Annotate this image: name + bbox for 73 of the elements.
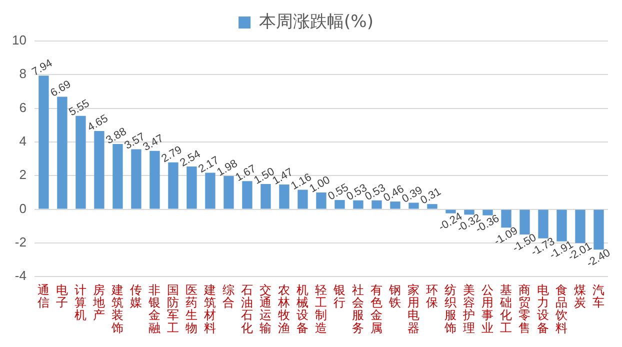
bar: [260, 184, 271, 209]
bar: [168, 162, 178, 209]
bar: [224, 176, 234, 209]
x-tick-label: 综合: [222, 283, 235, 310]
bar: [150, 150, 160, 209]
bar: [334, 200, 345, 209]
bar: [38, 76, 49, 209]
x-tick-label: 商贸零售: [518, 283, 531, 335]
x-tick-label: 钢铁: [388, 283, 402, 310]
bar: [482, 210, 493, 216]
x-tick-label: 建筑材料: [203, 283, 216, 335]
y-tick-label: -2: [14, 234, 26, 250]
bar: [279, 184, 290, 209]
y-tick-label: 8: [19, 66, 26, 82]
x-tick-label: 建筑装饰: [110, 283, 124, 335]
bar: [131, 149, 142, 209]
y-tick-label: 10: [12, 32, 26, 48]
bar: [94, 131, 104, 209]
bar: [446, 210, 456, 214]
x-tick-label: 医药生物: [186, 283, 198, 335]
bar: [57, 96, 68, 209]
x-tick-label: 银行: [332, 283, 346, 310]
x-tick-label: 美容护理: [462, 283, 476, 335]
y-tick-label: 0: [19, 200, 26, 216]
x-tick-label: 基础化工: [499, 283, 512, 335]
bar: [316, 192, 326, 209]
y-tick-label: -4: [14, 268, 26, 284]
x-tick-label: 公用事业: [482, 283, 494, 335]
y-tick-label: 6: [19, 100, 26, 115]
x-tick-label: 食品饮料: [554, 283, 568, 335]
x-tick-label: 电子: [56, 283, 68, 310]
bar: [298, 190, 308, 209]
x-tick-label: 有色金属: [370, 283, 383, 335]
x-tick-label: 传媒: [130, 283, 142, 310]
x-tick-label: 家用电器: [408, 283, 420, 335]
x-tick-label: 通信: [38, 283, 50, 310]
bar: [353, 200, 364, 209]
x-tick-label: 汽车: [592, 283, 605, 310]
bar: [501, 210, 512, 228]
x-tick-label: 国防军工: [167, 283, 180, 335]
bar: [575, 210, 586, 244]
bar: [242, 181, 252, 209]
y-tick-label: 4: [19, 134, 26, 149]
bar: [594, 210, 604, 250]
legend-label: 本周涨跌幅(%): [259, 12, 374, 32]
x-tick-label: 农林牧渔: [277, 283, 290, 335]
bar: [76, 116, 86, 209]
x-tick-label: 环保: [426, 283, 438, 310]
data-label: 7.94: [30, 57, 55, 78]
bar: [464, 210, 474, 215]
y-tick-label: 2: [19, 167, 26, 182]
x-tick-label: 石油石化: [241, 283, 254, 335]
x-tick-label: 社会服务: [352, 283, 364, 335]
x-tick-label: 机械设备: [296, 283, 309, 335]
x-tick-label: 电力设备: [537, 283, 550, 335]
x-tick-label: 煤炭: [574, 283, 586, 310]
bar: [186, 166, 197, 209]
x-tick-label: 计算机: [74, 283, 87, 322]
bar: [390, 202, 400, 209]
bar: [556, 210, 567, 242]
x-tick-label: 非银金融: [148, 283, 161, 335]
bar: [427, 204, 438, 209]
bar: [112, 144, 123, 209]
bar: [408, 202, 419, 209]
bar: [205, 172, 216, 209]
x-tick-label: 纺织服饰: [444, 283, 457, 335]
x-tick-label: 轻工制造: [315, 283, 328, 335]
bar: [520, 210, 530, 235]
data-label: 6.69: [48, 78, 74, 100]
bar: [372, 200, 382, 209]
bar: [538, 210, 548, 238]
x-tick-label: 房地产: [92, 283, 106, 322]
x-tick-label: 交通运输: [260, 283, 272, 335]
